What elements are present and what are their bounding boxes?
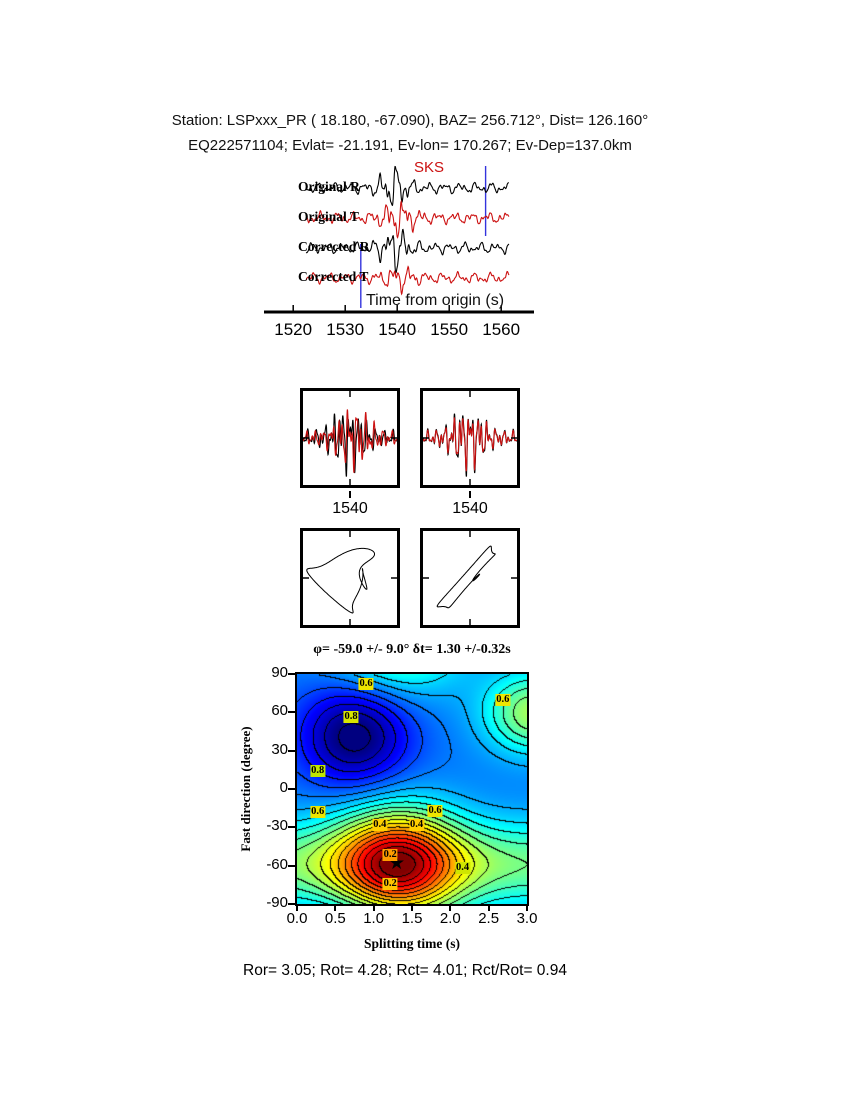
- window-plot-right: [423, 391, 517, 485]
- dt-tick-label: 0.0: [286, 910, 308, 927]
- window-tick-label-right: 1540: [452, 500, 488, 517]
- phase-label: SKS: [414, 159, 445, 176]
- contour-canvas: [297, 674, 527, 904]
- time-tick-label: 1530: [326, 320, 365, 339]
- particle-motion-box-corrected: [420, 528, 520, 628]
- contour-value-label: 0.6: [495, 694, 511, 707]
- dt-tick-mark: [487, 904, 490, 911]
- dt-tick-label: 1.5: [401, 910, 423, 927]
- dt-tick-label: 3.0: [516, 910, 538, 927]
- trace-label: Corrected R: [298, 239, 370, 254]
- dt-tick-label: 1.0: [363, 910, 385, 927]
- event-info-line: EQ222571104; Evlat= -21.191, Ev-lon= 170…: [188, 137, 632, 154]
- time-axis-title: Time from origin (s): [365, 292, 505, 309]
- phi-tick-label: 60: [271, 702, 288, 720]
- contour-value-label: 0.4: [409, 818, 425, 831]
- dt-tick-mark: [334, 904, 337, 911]
- window-waveform: [303, 413, 397, 477]
- contour-value-label: 0.4: [455, 862, 471, 875]
- dt-tick-label: 2.0: [439, 910, 461, 927]
- y-axis-title: Fast direction (degree): [238, 726, 253, 852]
- phi-tick-mark: [288, 864, 295, 867]
- contour-value-label: 0.2: [382, 848, 398, 861]
- particle-motion-curve: [306, 547, 375, 614]
- time-tick-label: 1560: [482, 320, 521, 339]
- phi-tick-label: 30: [271, 740, 288, 758]
- phi-tick-label: 90: [271, 664, 288, 681]
- particle-motion-curve: [436, 545, 496, 609]
- particle-motion-box-original: [300, 528, 400, 628]
- contour-value-label: 0.6: [310, 806, 326, 818]
- dt-tick-label: 0.5: [324, 910, 346, 927]
- window-waveform: [303, 409, 397, 473]
- phi-tick-mark: [288, 903, 295, 905]
- window-axis-tick-left: [349, 491, 351, 498]
- dt-tick-mark: [526, 904, 528, 911]
- misfit-contour-frame: [295, 672, 529, 906]
- window-tick-label-left: 1540: [332, 500, 368, 517]
- time-tick-label: 1550: [430, 320, 469, 339]
- phi-tick-label: -30: [266, 817, 288, 835]
- trace-waveform: [305, 199, 510, 239]
- trace-waveform: [305, 228, 510, 275]
- contour-value-label: 0.6: [427, 804, 443, 817]
- particle-plot-corrected: [423, 531, 517, 625]
- dt-tick-mark: [449, 904, 452, 911]
- waveform-window-box-original: [300, 388, 400, 488]
- quality-stats-line: Ror= 3.05; Rot= 4.28; Rct= 4.01; Rct/Rot…: [243, 962, 567, 979]
- trace-label: Original T: [298, 209, 359, 224]
- phi-tick-label: -60: [266, 855, 288, 873]
- trace-waveform: [305, 265, 510, 296]
- dt-tick-mark: [411, 904, 413, 911]
- dt-tick-mark: [372, 904, 375, 911]
- dt-tick-mark: [296, 904, 298, 911]
- contour-value-label: 0.8: [310, 764, 326, 777]
- dt-tick-label: 2.5: [478, 910, 500, 927]
- phi-tick-mark: [288, 711, 295, 714]
- x-axis-title: Splitting time (s): [364, 936, 460, 951]
- phi-tick-mark: [288, 749, 295, 752]
- trace-label: Corrected T: [298, 269, 369, 284]
- time-tick-label: 1520: [274, 320, 313, 339]
- phi-tick-mark: [288, 673, 295, 675]
- trace-waveform: [305, 165, 510, 207]
- station-info-line: Station: LSPxxx_PR ( 18.180, -67.090), B…: [171, 112, 649, 129]
- splitting-result-title: φ= -59.0 +/- 9.0° δt= 1.30 +/-0.32s: [313, 642, 511, 657]
- contour-value-label: 0.8: [343, 710, 359, 723]
- particle-plot-original: [303, 531, 397, 625]
- contour-value-label: 0.4: [372, 818, 388, 831]
- seismogram-plot: [264, 165, 534, 314]
- phi-tick-label: -90: [266, 894, 288, 911]
- contour-value-label: 0.6: [358, 678, 374, 691]
- window-waveform: [423, 413, 517, 477]
- phi-tick-mark: [288, 826, 295, 829]
- waveform-window-box-corrected: [420, 388, 520, 488]
- trace-label: Original R: [298, 179, 360, 194]
- time-tick-label: 1540: [378, 320, 417, 339]
- window-axis-tick-right: [469, 491, 471, 498]
- phi-tick-label: 0: [279, 779, 288, 796]
- phi-tick-mark: [288, 788, 295, 790]
- window-waveform: [423, 416, 517, 472]
- contour-value-label: 0.2: [382, 878, 398, 891]
- window-plot-left: [303, 391, 397, 485]
